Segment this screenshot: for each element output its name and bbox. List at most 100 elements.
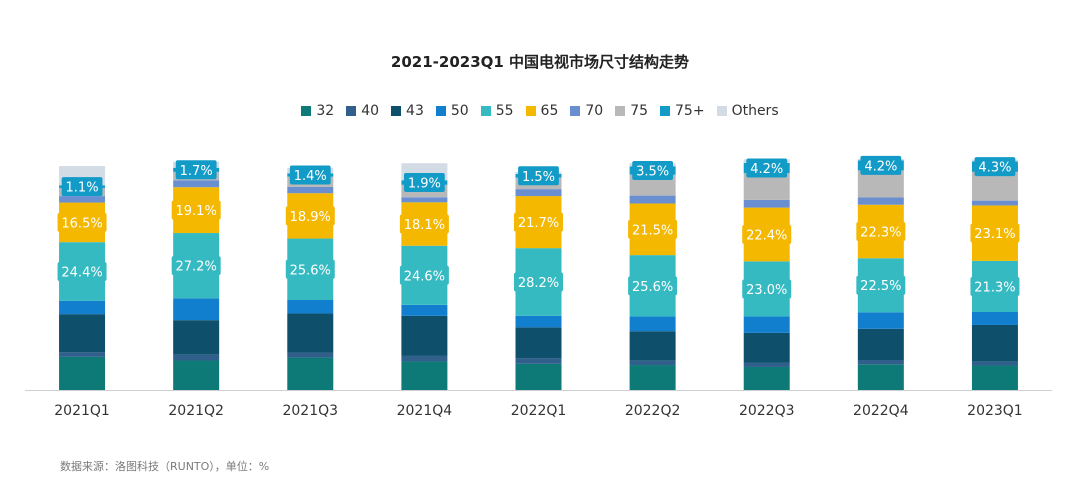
bar-segment-2022q2-50 [629,316,676,332]
data-label-bg [399,265,449,285]
data-label-2021q1-75-plus: 1.1% [66,181,99,196]
data-label-bg [856,221,906,241]
data-label-2021q4-65: 18.1% [404,218,445,233]
bar-segment-2023q1-70 [971,200,1018,206]
bar-segment-2021q2-50 [173,298,220,321]
data-label-bg [57,212,107,232]
legend-item-40: 40 [346,103,379,119]
legend-swatch [660,106,671,116]
bar-segment-2022q3-43 [743,332,790,363]
bar-segment-2021q1-40 [59,352,106,357]
bar-segment-2021q2-43 [173,320,220,355]
data-label-2021q2-55: 27.2% [176,260,217,275]
bar-segment-2021q3-70 [287,186,334,194]
data-label-bg [57,261,107,281]
data-label-2021q2-65: 19.1% [176,204,217,219]
x-tick-label: 2022Q1 [511,403,567,419]
bar-segment-2022q3-70 [743,199,790,208]
bar-segment-2021q3-32 [287,357,334,390]
legend-item-55: 55 [480,103,514,119]
data-label-2021q2-75-plus: 1.7% [180,164,213,179]
legend-label: 75 [630,103,649,119]
bar-segment-2021q3-43 [287,313,334,353]
data-label-bg [514,212,563,232]
data-label-bg [518,166,559,186]
data-label-bg [171,200,221,220]
data-label-2022q3-75-plus: 4.2% [750,162,783,177]
data-label-2021q3-55: 25.6% [290,263,331,278]
bar-segment-2023q1-75 [971,171,1018,201]
data-label-bg [628,276,678,296]
x-tick-label: 2022Q2 [625,403,681,419]
x-tick-label: 2021Q4 [397,403,453,419]
legend-label: 40 [361,103,380,119]
bar-segment-2022q1-32 [515,363,562,390]
legend-label: 32 [316,103,335,119]
legend-swatch [525,106,536,116]
data-label-bg [171,256,221,276]
data-label-2022q2-55: 25.6% [632,280,673,295]
data-label-bg [285,259,335,279]
data-label-bg [628,219,678,239]
data-label-bg [856,275,906,295]
chart-title: 2021-2023Q1 中国电视市场尺寸结构走势 [390,53,690,71]
data-label-2021q1-55: 24.4% [61,265,102,280]
legend-item-50: 50 [435,103,469,119]
source-note: 数据来源：洛图科技（RUNTO），单位：% [60,460,270,473]
bar-segment-2022q4-70 [857,197,904,205]
data-label-bg [289,165,331,185]
data-label-2022q4-55: 22.5% [860,279,901,294]
bar-segment-2022q3-32 [743,366,790,390]
x-tick-label: 2022Q3 [739,403,795,419]
bar-segment-2022q4-40 [857,360,904,365]
bar-segment-2022q4-32 [857,364,904,390]
x-tick-label: 2023Q1 [967,403,1023,419]
legend-item-75: 75 [615,103,648,119]
bar-segment-2021q4-40 [401,355,448,362]
bar-segment-2021q2-32 [173,360,220,390]
bar-segment-2021q2-40 [173,354,220,361]
bar-segment-2021q1-50 [59,300,106,315]
x-tick-label: 2022Q4 [853,403,909,419]
data-label-2023q1-75-plus: 4.3% [978,161,1011,176]
legend-label: 65 [540,103,559,119]
data-label-bg [514,272,563,292]
legend-swatch [570,106,581,116]
bar-segment-2023q1-40 [971,361,1018,366]
bar-segment-2021q1-43 [59,314,106,353]
legend-label: 43 [406,103,424,119]
bar-segment-2022q3-50 [743,316,790,333]
legend-swatch [716,106,727,116]
legend-item-65: 65 [525,103,559,119]
bar-segment-2021q2-70 [173,180,220,188]
bar-segment-2021q4-32 [401,361,448,390]
data-label-bg [403,173,445,193]
bar-segment-2022q4-50 [857,312,904,329]
legend-item-others: Others [716,103,779,119]
bar-segment-2022q2-32 [629,365,676,390]
legend-label: 70 [585,103,604,119]
legend-swatch [435,106,446,116]
legend-label: 75+ [675,103,705,119]
legend-item-70: 70 [570,103,603,119]
bar-segment-2022q4-43 [857,328,904,360]
bar-segment-2022q1-50 [515,315,562,328]
legend-item-75-plus: 75+ [660,103,705,119]
bar-segment-2022q3-40 [743,362,790,367]
data-label-2022q1-55: 28.2% [518,276,559,291]
legend-item-43: 43 [391,103,424,119]
data-label-2022q3-65: 22.4% [746,228,787,243]
data-label-2022q3-55: 23.0% [746,283,787,298]
data-label-2022q4-65: 22.3% [860,225,901,240]
data-label-bg [399,214,449,234]
data-label-2021q1-65: 16.5% [61,216,102,231]
legend-swatch [301,106,312,116]
legend-swatch [346,106,357,116]
data-label-bg [175,160,217,180]
bar-segment-2021q3-50 [287,300,334,314]
data-label-2021q3-65: 18.9% [290,210,331,225]
bar-segment-2023q1-43 [971,324,1018,362]
bar-segment-2021q4-70 [401,197,448,203]
x-tick-label: 2021Q2 [168,403,224,419]
